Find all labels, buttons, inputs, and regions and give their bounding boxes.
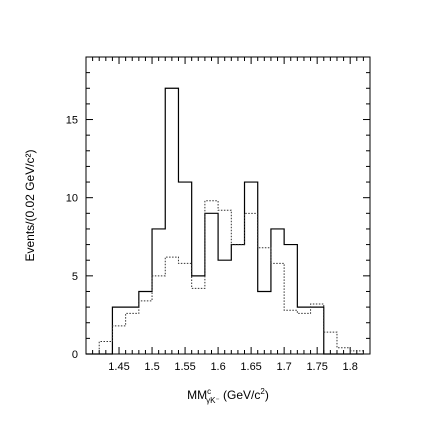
solid-histogram-series bbox=[86, 87, 364, 355]
axis-ticks bbox=[85, 56, 371, 355]
x-axis-title-unit-close: ) bbox=[265, 388, 269, 402]
y-tick-label: 0 bbox=[72, 349, 78, 361]
y-tick-label: 5 bbox=[72, 271, 78, 283]
y-tick-labels: 0 5 10 15 bbox=[66, 115, 78, 361]
x-tick-label: 1.5 bbox=[144, 361, 159, 373]
x-tick-label: 1.75 bbox=[306, 361, 327, 373]
plot-frame bbox=[85, 56, 371, 355]
x-axis-title: MMc γK⁻ (GeV/c2) bbox=[187, 387, 269, 405]
x-tick-label: 1.55 bbox=[174, 361, 195, 373]
x-tick-label: 1.6 bbox=[210, 361, 225, 373]
dotted-histogram-series bbox=[86, 200, 364, 355]
x-tick-label: 1.8 bbox=[343, 361, 358, 373]
y-tick-label: 15 bbox=[66, 115, 78, 127]
x-tick-labels: 1.45 1.5 1.55 1.6 1.65 1.7 1.75 1.8 bbox=[108, 361, 358, 373]
x-axis-title-unit-sup: 2 bbox=[260, 387, 265, 396]
y-tick-label: 10 bbox=[66, 193, 78, 205]
x-tick-label: 1.7 bbox=[276, 361, 291, 373]
x-axis-title-main: MM bbox=[187, 388, 207, 402]
x-tick-label: 1.65 bbox=[240, 361, 261, 373]
x-axis-title-unit-open: (GeV/c bbox=[220, 388, 261, 402]
x-tick-label: 1.45 bbox=[108, 361, 129, 373]
y-axis-title: Events/(0.02 GeV/c²) bbox=[23, 149, 37, 261]
series-layer bbox=[86, 87, 364, 355]
x-axis-title-sub: γK⁻ bbox=[206, 396, 220, 405]
x-axis-title-sup: c bbox=[207, 387, 211, 396]
